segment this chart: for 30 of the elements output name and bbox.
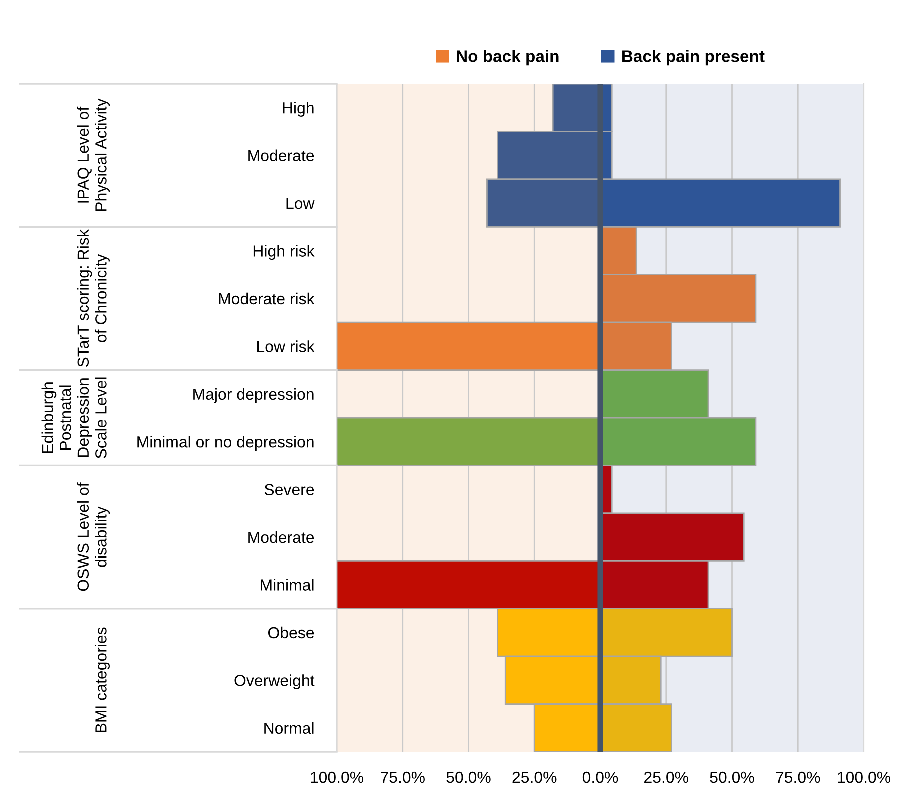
text: IPAQ Level of Physical Activity — [77, 98, 110, 212]
y-tick-label: Minimal or no depression — [138, 436, 314, 451]
x-tick-label: 75.0% — [381, 772, 425, 784]
text: OSWS Level of disability — [77, 482, 110, 592]
y-tick-label: Low risk — [258, 340, 315, 352]
x-tick-label: 75.0% — [776, 772, 820, 784]
y-tick-label: Major depression — [194, 388, 314, 404]
text: BMI categories — [95, 628, 110, 732]
y-tick-label: Severe — [264, 484, 314, 496]
x-tick-label: 0.0% — [582, 772, 618, 784]
x-tick-label: 50.0% — [446, 772, 491, 784]
y-tick-label: Minimal — [261, 579, 314, 591]
x-tick-label: 25.0% — [644, 772, 688, 784]
text: Edinburgh Postnatal Depression Scale Level — [42, 378, 107, 459]
legend-label: No back pain — [457, 50, 559, 66]
y-tick-label: High risk — [254, 245, 315, 260]
y-tick-label: High — [283, 102, 314, 117]
x-tick-label: 25.0% — [512, 772, 557, 784]
y-tick-label: Normal — [264, 722, 314, 734]
y-tick-label: Moderate risk — [219, 292, 315, 305]
x-tick-label: 100.0% — [311, 772, 364, 784]
y-tick-label: Low — [286, 198, 315, 210]
y-tick-label: Obese — [268, 626, 314, 639]
y-tick-label: Moderate — [248, 150, 314, 162]
x-tick-label: 100.0% — [838, 772, 891, 784]
legend-label: Back pain present — [622, 50, 765, 66]
x-tick-label: 50.0% — [710, 772, 754, 784]
y-tick-label: Moderate — [248, 532, 314, 544]
y-tick-label: Overweight — [234, 674, 315, 690]
text: STarT scoring: Risk of Chronicity — [77, 230, 110, 368]
